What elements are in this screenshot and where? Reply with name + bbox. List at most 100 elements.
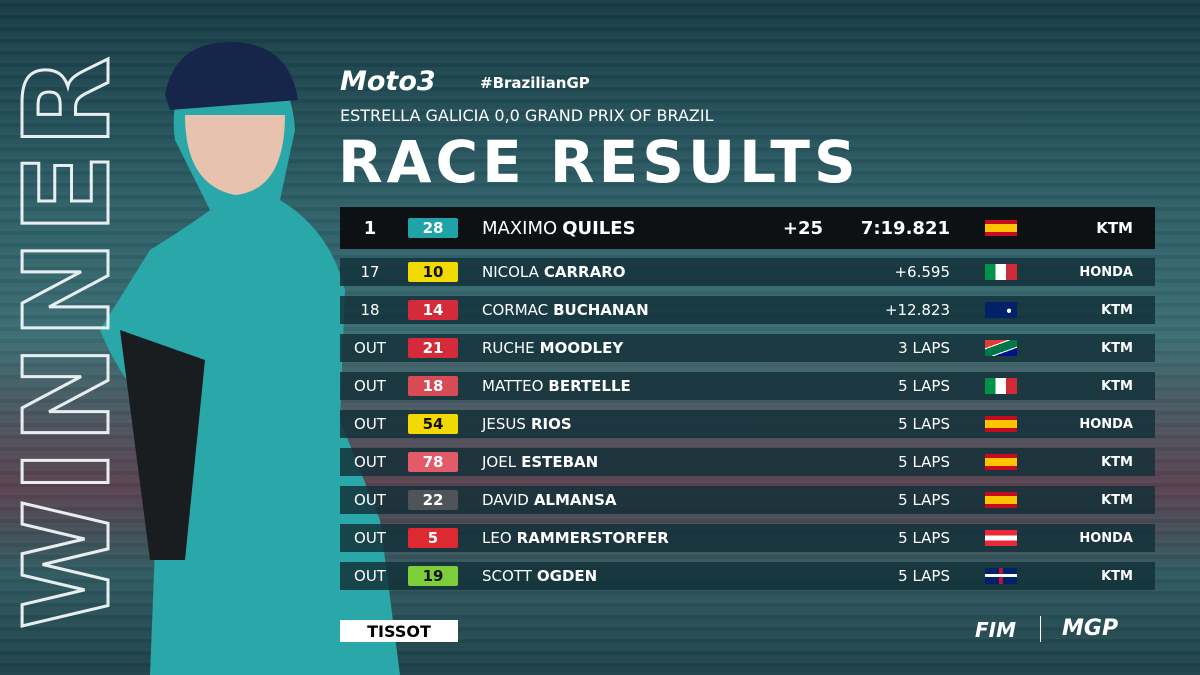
rider-number: 5 <box>408 528 458 548</box>
rider-number: 10 <box>408 262 458 282</box>
flag <box>985 530 1017 546</box>
last-name: CARRARO <box>543 263 626 281</box>
last-name: BERTELLE <box>548 377 631 395</box>
rider-name: RUCHE MOODLEY <box>482 334 623 362</box>
winner-label: WINNER <box>0 50 136 629</box>
rider-name: DAVID ALMANSA <box>482 486 617 514</box>
time: 5 LAPS <box>898 453 950 471</box>
last-name: ALMANSA <box>533 491 617 509</box>
rider-number: 22 <box>408 490 458 510</box>
flag <box>985 378 1017 394</box>
rider-number: 19 <box>408 566 458 586</box>
time: 5 LAPS <box>898 567 950 585</box>
first-name: MAXIMO <box>482 217 558 239</box>
team: HONDA <box>1079 264 1133 280</box>
result-row: OUT 19 SCOTT OGDEN 5 LAPS KTM <box>340 562 1155 590</box>
title: RACE RESULTS <box>338 128 860 196</box>
rider-number: 78 <box>408 452 458 472</box>
result-row: OUT 22 DAVID ALMANSA 5 LAPS KTM <box>340 486 1155 514</box>
time: 7:19.821 <box>860 217 950 239</box>
sponsor-logo: TISSOT <box>340 620 458 642</box>
position: OUT <box>354 529 386 547</box>
time: 5 LAPS <box>898 415 950 433</box>
last-name: ESTEBAN <box>521 453 599 471</box>
first-name: JESUS <box>482 415 526 433</box>
flag <box>985 220 1017 236</box>
rider-name: JESUS RIOS <box>482 410 572 438</box>
result-row: 17 10 NICOLA CARRARO +6.595 HONDA <box>340 258 1155 286</box>
time: 3 LAPS <box>898 339 950 357</box>
team: KTM <box>1101 492 1133 508</box>
mgp-logo: MGP <box>1062 616 1119 641</box>
flag <box>985 416 1017 432</box>
rider-number: 14 <box>408 300 458 320</box>
last-name: RIOS <box>530 415 572 433</box>
rider-arm <box>120 330 205 560</box>
result-row: OUT 78 JOEL ESTEBAN 5 LAPS KTM <box>340 448 1155 476</box>
hashtag: #BrazilianGP <box>480 74 590 92</box>
flag <box>985 492 1017 508</box>
first-name: JOEL <box>482 453 517 471</box>
rider-number: 54 <box>408 414 458 434</box>
rider-name: CORMAC BUCHANAN <box>482 296 649 324</box>
position: 17 <box>360 263 380 281</box>
result-row: OUT 5 LEO RAMMERSTORFER 5 LAPS HONDA <box>340 524 1155 552</box>
result-row: OUT 21 RUCHE MOODLEY 3 LAPS KTM <box>340 334 1155 362</box>
fim-logo: FIM <box>975 618 1017 642</box>
rider-face <box>185 115 285 195</box>
last-name: QUILES <box>562 217 636 239</box>
rider-name: NICOLA CARRARO <box>482 258 626 286</box>
position: OUT <box>354 567 386 585</box>
flag <box>985 454 1017 470</box>
series-logo: Moto3 <box>340 66 436 97</box>
rider-name: MATTEO BERTELLE <box>482 372 631 400</box>
team: HONDA <box>1079 416 1133 432</box>
team: KTM <box>1101 454 1133 470</box>
time: 5 LAPS <box>898 529 950 547</box>
time: +6.595 <box>894 263 950 281</box>
result-row: 1 28 MAXIMO QUILES +25 7:19.821 KTM <box>340 207 1155 249</box>
rider-name: JOEL ESTEBAN <box>482 448 598 476</box>
time: 5 LAPS <box>898 491 950 509</box>
first-name: CORMAC <box>482 301 549 319</box>
first-name: MATTEO <box>482 377 544 395</box>
last-name: OGDEN <box>536 567 598 585</box>
time: +12.823 <box>884 301 950 319</box>
rider-name: LEO RAMMERSTORFER <box>482 524 669 552</box>
first-name: SCOTT <box>482 567 532 585</box>
result-row: OUT 18 MATTEO BERTELLE 5 LAPS KTM <box>340 372 1155 400</box>
rider-name: SCOTT OGDEN <box>482 562 597 590</box>
rider-name: MAXIMO QUILES <box>482 207 636 249</box>
event-name: ESTRELLA GALICIA 0,0 GRAND PRIX OF BRAZI… <box>340 106 714 125</box>
position: OUT <box>354 377 386 395</box>
first-name: RUCHE <box>482 339 535 357</box>
result-row: OUT 54 JESUS RIOS 5 LAPS HONDA <box>340 410 1155 438</box>
team: KTM <box>1101 568 1133 584</box>
first-name: NICOLA <box>482 263 539 281</box>
position: OUT <box>354 453 386 471</box>
team: KTM <box>1101 378 1133 394</box>
position: 18 <box>360 301 380 319</box>
rider-number: 18 <box>408 376 458 396</box>
first-name: LEO <box>482 529 512 547</box>
position: 1 <box>363 217 377 239</box>
position: OUT <box>354 415 386 433</box>
flag <box>985 302 1017 318</box>
team: KTM <box>1101 302 1133 318</box>
time: 5 LAPS <box>898 377 950 395</box>
first-name: DAVID <box>482 491 529 509</box>
logo-divider <box>1040 616 1041 642</box>
rider-number: 28 <box>408 218 458 238</box>
team: HONDA <box>1079 530 1133 546</box>
team: KTM <box>1096 219 1133 237</box>
team: KTM <box>1101 340 1133 356</box>
flag <box>985 340 1017 356</box>
points: +25 <box>782 217 824 239</box>
flag <box>985 264 1017 280</box>
last-name: MOODLEY <box>539 339 624 357</box>
result-row: 18 14 CORMAC BUCHANAN +12.823 KTM <box>340 296 1155 324</box>
rider-cap <box>165 41 298 110</box>
last-name: RAMMERSTORFER <box>516 529 669 547</box>
